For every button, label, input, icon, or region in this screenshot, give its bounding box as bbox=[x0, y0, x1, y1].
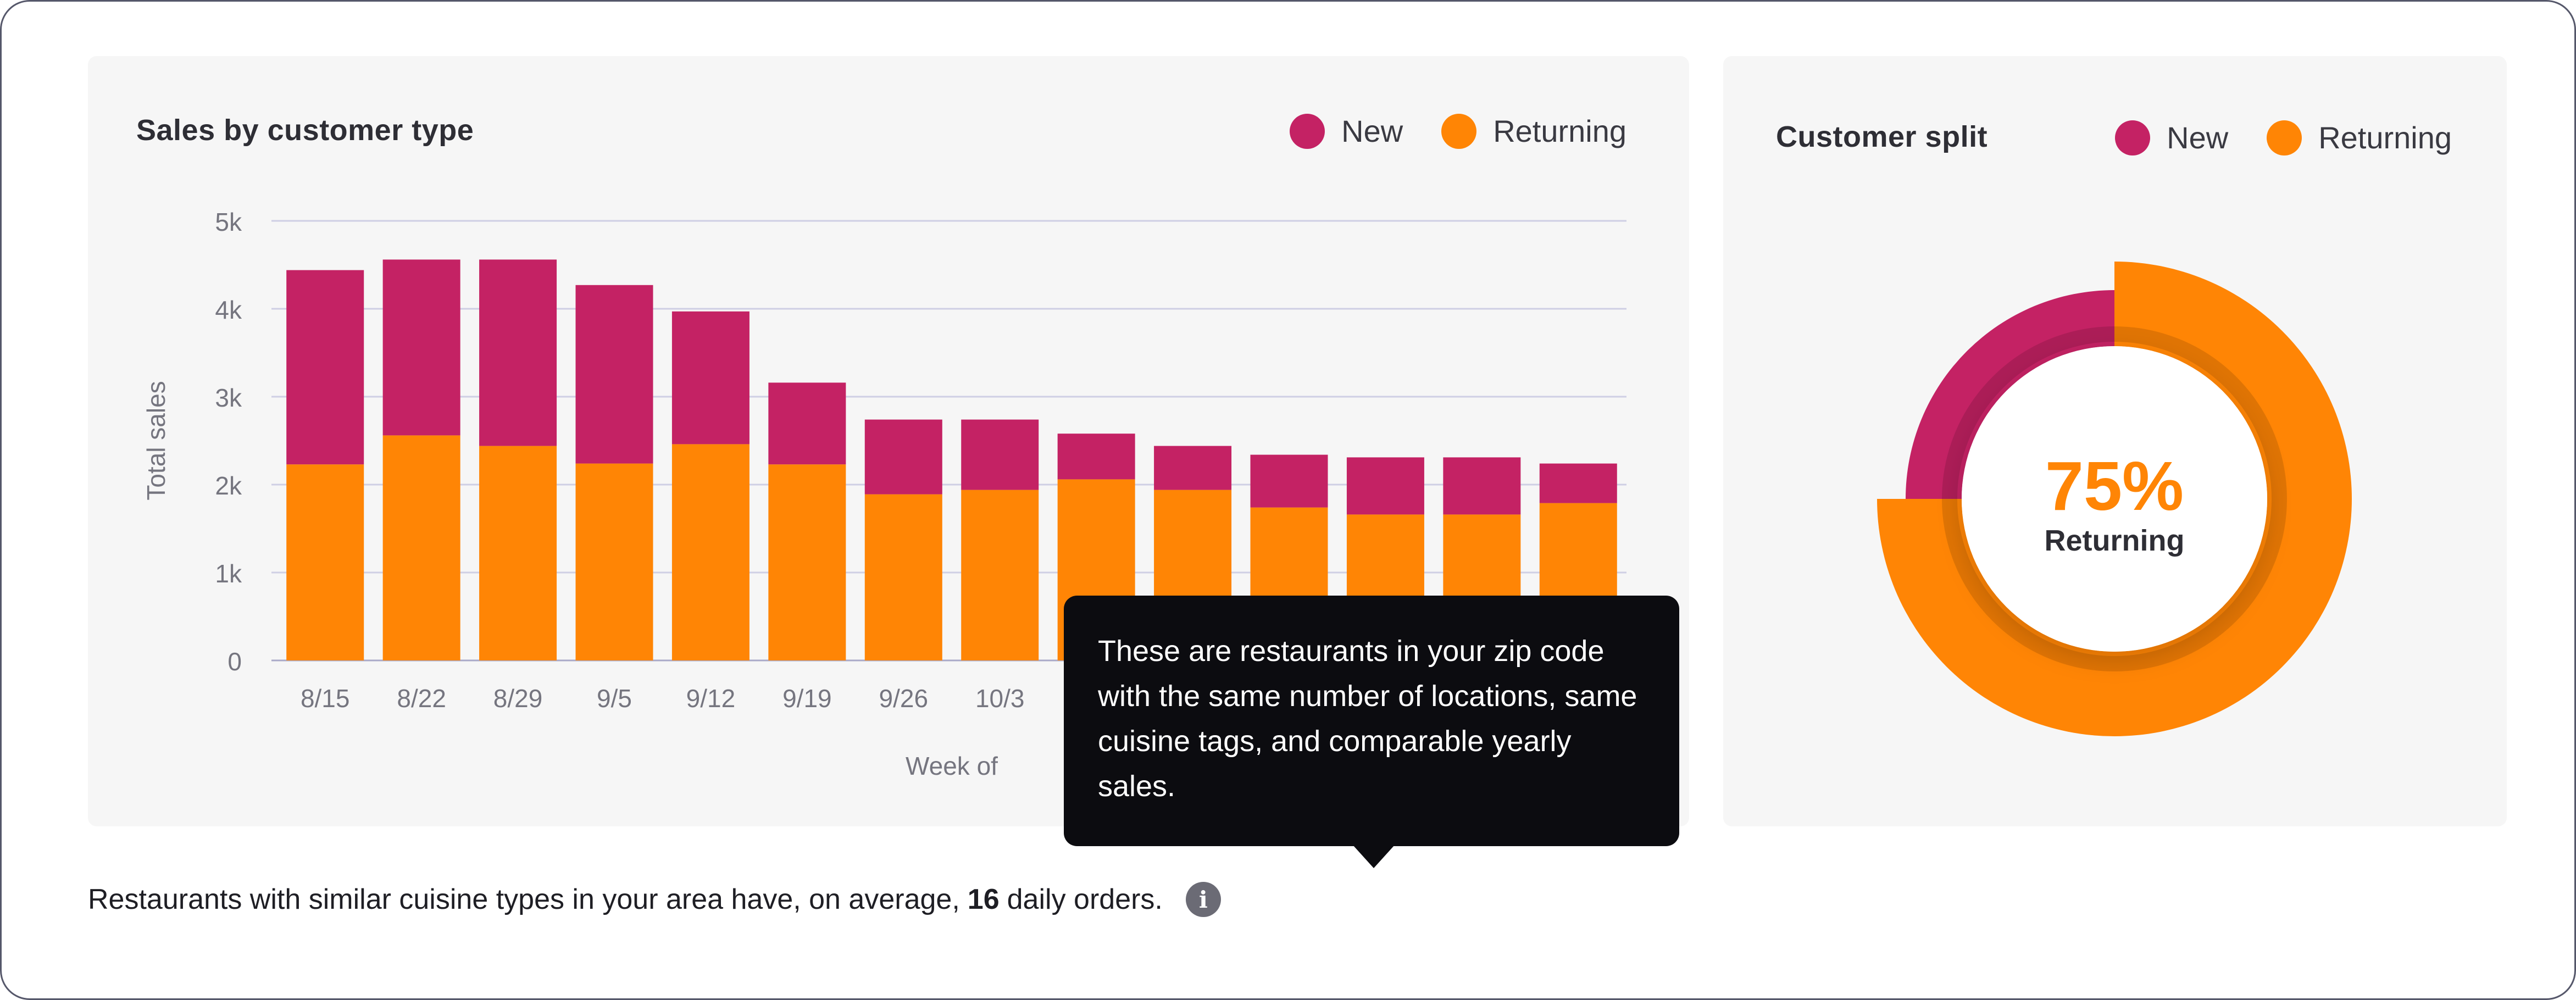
donut-legend-label-returning: Returning bbox=[2318, 120, 2452, 155]
bar-returning bbox=[961, 490, 1039, 660]
bar-new bbox=[1443, 457, 1521, 515]
donut-inner-ring bbox=[1942, 326, 2287, 671]
bar-new bbox=[768, 382, 846, 465]
y-tick-label: 1k bbox=[215, 559, 242, 588]
x-tick-label: 10/3 bbox=[975, 684, 1025, 713]
donut-legend-dot-new bbox=[2115, 120, 2151, 155]
donut-center-value: 75% bbox=[2045, 447, 2184, 525]
donut-center bbox=[1962, 346, 2267, 652]
customer-split-card: Customer split New Returning 75% Returni… bbox=[1723, 56, 2507, 826]
info-icon[interactable]: i bbox=[1185, 882, 1221, 917]
donut-chart-title: Customer split bbox=[1776, 120, 1988, 153]
y-axis-title: Total sales bbox=[142, 381, 170, 500]
x-axis-title: Week of bbox=[906, 752, 998, 780]
bar-new bbox=[575, 285, 653, 464]
x-tick-label: 8/29 bbox=[493, 684, 543, 713]
bar-returning bbox=[382, 435, 460, 660]
footnote: Restaurants with similar cuisine types i… bbox=[88, 882, 1221, 917]
bar-new bbox=[479, 259, 557, 446]
legend-item-new: New bbox=[1290, 113, 1403, 149]
bar-new bbox=[671, 311, 750, 445]
bar-returning bbox=[286, 464, 364, 660]
bar-returning bbox=[671, 444, 750, 660]
donut-legend-item-returning: Returning bbox=[2267, 120, 2452, 155]
y-tick-label: 5k bbox=[215, 208, 242, 236]
tooltip-arrow bbox=[1353, 845, 1395, 868]
y-tick-label: 2k bbox=[215, 471, 242, 500]
y-tick-label: 3k bbox=[215, 384, 242, 412]
bar-new bbox=[1154, 446, 1232, 490]
donut-legend-label-new: New bbox=[2167, 120, 2229, 155]
donut-slices bbox=[1877, 262, 2352, 736]
x-tick-label: 9/12 bbox=[686, 684, 736, 713]
x-tick-label: 9/5 bbox=[597, 684, 632, 713]
legend-item-returning: Returning bbox=[1441, 113, 1626, 149]
bar-returning bbox=[864, 494, 942, 660]
donut-slice-returning bbox=[1877, 262, 2352, 736]
donut-center-label: Returning bbox=[2045, 524, 2185, 557]
bar-new bbox=[382, 259, 460, 436]
footnote-order-count: 16 bbox=[967, 884, 1000, 915]
footnote-suffix: daily orders. bbox=[1007, 884, 1163, 915]
bar-returning bbox=[479, 446, 557, 660]
donut-slice-new bbox=[1906, 290, 2114, 499]
donut-legend-dot-returning bbox=[2267, 120, 2302, 155]
tooltip-text: These are restaurants in your zip code w… bbox=[1098, 635, 1637, 803]
bar-returning bbox=[575, 463, 653, 660]
donut-chart: 75% Returning bbox=[1877, 262, 2352, 736]
x-tick-label: 8/15 bbox=[301, 684, 350, 713]
bar-new bbox=[1057, 434, 1135, 480]
y-tick-label: 0 bbox=[227, 647, 242, 676]
x-tick-label: 8/22 bbox=[397, 684, 446, 713]
x-tick-label: 9/26 bbox=[879, 684, 929, 713]
bar-new bbox=[864, 419, 942, 495]
footnote-prefix: Restaurants with similar cuisine types i… bbox=[88, 884, 960, 915]
bar-new bbox=[961, 419, 1039, 490]
legend-dot-returning bbox=[1441, 113, 1477, 149]
bar-new bbox=[1346, 457, 1424, 515]
bar-new bbox=[1250, 454, 1328, 508]
bar-new bbox=[286, 270, 364, 465]
legend-label-returning: Returning bbox=[1493, 114, 1626, 148]
bar-new bbox=[1539, 463, 1617, 503]
donut-legend-item-new: New bbox=[2115, 120, 2228, 155]
legend-label-new: New bbox=[1341, 114, 1403, 148]
bar-chart-legend: New Returning bbox=[1290, 113, 1626, 149]
bar-returning bbox=[768, 464, 846, 660]
legend-dot-new bbox=[1290, 113, 1325, 149]
donut-chart-legend: New Returning bbox=[2115, 120, 2452, 155]
y-tick-label: 4k bbox=[215, 296, 242, 324]
x-tick-label: 9/19 bbox=[782, 684, 832, 713]
info-tooltip: These are restaurants in your zip code w… bbox=[1064, 596, 1679, 846]
bar-chart-title: Sales by customer type bbox=[136, 114, 474, 147]
